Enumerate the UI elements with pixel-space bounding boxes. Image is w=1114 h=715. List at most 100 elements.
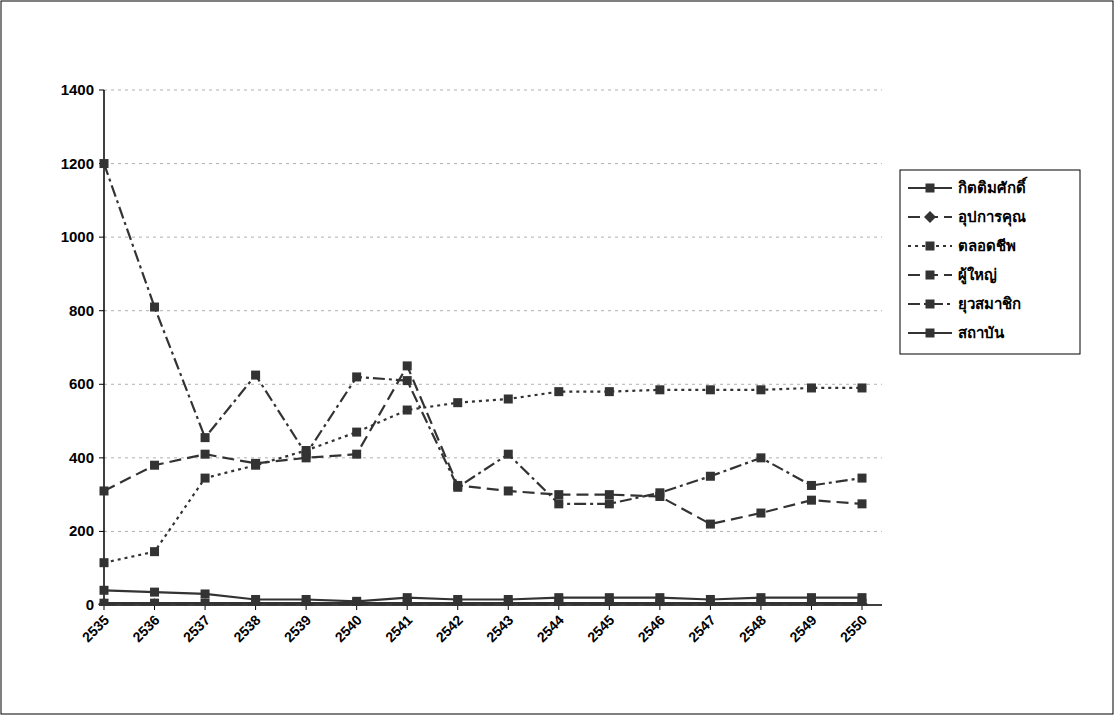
series-marker bbox=[807, 496, 816, 505]
y-tick-label: 200 bbox=[69, 522, 94, 539]
y-tick-label: 1200 bbox=[61, 155, 94, 172]
series-marker bbox=[201, 474, 210, 483]
series-marker bbox=[504, 486, 513, 495]
grid-line bbox=[104, 90, 882, 91]
series-marker bbox=[302, 450, 311, 459]
x-tick-label: 2545 bbox=[584, 612, 617, 645]
series-marker bbox=[706, 472, 715, 481]
series-marker bbox=[756, 599, 765, 606]
series-marker bbox=[453, 398, 462, 407]
series-marker bbox=[706, 599, 715, 606]
series-marker bbox=[150, 461, 159, 470]
series-marker bbox=[554, 599, 563, 606]
plot-area bbox=[98, 159, 868, 606]
series-marker bbox=[251, 599, 260, 606]
series-marker bbox=[553, 598, 565, 606]
series-marker bbox=[504, 599, 513, 606]
x-tick-label: 2535 bbox=[79, 612, 112, 645]
series-line bbox=[104, 602, 862, 604]
series-marker bbox=[605, 599, 614, 606]
x-tick-label: 2539 bbox=[281, 612, 314, 645]
series-marker bbox=[605, 490, 614, 499]
legend-box bbox=[900, 170, 1080, 354]
legend-label: กิตติมศักดิ์ bbox=[958, 176, 1028, 196]
legend: กิตติมศักดิ์อุปการคุณตลอดชีพผู้ใหญ่ยุวสม… bbox=[900, 170, 1080, 354]
series-marker bbox=[150, 303, 159, 312]
series-marker bbox=[251, 371, 260, 380]
series-marker bbox=[149, 598, 161, 606]
y-tick-label: 1400 bbox=[61, 81, 94, 98]
legend-marker bbox=[926, 242, 935, 251]
series-marker bbox=[654, 598, 666, 606]
legend-label: ยุวสมาชิก bbox=[958, 295, 1021, 314]
series-marker bbox=[201, 433, 210, 442]
legend-marker bbox=[926, 300, 935, 309]
series-marker bbox=[300, 598, 312, 606]
series-marker bbox=[858, 383, 867, 392]
series-line bbox=[104, 603, 862, 605]
series-marker bbox=[504, 450, 513, 459]
grid-line bbox=[104, 237, 882, 238]
series-marker bbox=[201, 599, 210, 606]
series-marker bbox=[100, 599, 109, 606]
x-tick-label: 2536 bbox=[129, 612, 162, 645]
legend-label: สถาบัน bbox=[958, 324, 1005, 341]
x-tick-label: 2546 bbox=[635, 612, 668, 645]
grid-line bbox=[104, 384, 882, 385]
series-marker bbox=[302, 599, 311, 606]
series-marker bbox=[201, 450, 210, 459]
series-marker bbox=[554, 387, 563, 396]
series-marker bbox=[352, 599, 361, 606]
series-marker bbox=[856, 598, 868, 606]
series-marker bbox=[502, 598, 514, 606]
series-marker bbox=[150, 599, 159, 606]
series-line bbox=[104, 388, 862, 563]
chart: 0200400600800100012001400253525362537253… bbox=[0, 0, 1114, 715]
grid-line bbox=[104, 531, 882, 532]
series-marker bbox=[199, 598, 211, 606]
series-marker bbox=[100, 159, 109, 168]
chart-frame bbox=[1, 1, 1113, 714]
series-marker bbox=[554, 490, 563, 499]
x-tick-label: 2538 bbox=[230, 612, 263, 645]
series-marker bbox=[352, 450, 361, 459]
series-marker bbox=[100, 558, 109, 567]
series-marker bbox=[100, 486, 109, 495]
series-marker bbox=[605, 499, 614, 508]
series-marker bbox=[352, 428, 361, 437]
x-tick-label: 2547 bbox=[685, 612, 718, 645]
y-tick-label: 0 bbox=[86, 596, 94, 613]
grid-line bbox=[104, 310, 882, 311]
series-marker bbox=[858, 499, 867, 508]
series-marker bbox=[100, 586, 109, 595]
series-marker bbox=[655, 488, 664, 497]
series-marker bbox=[706, 520, 715, 529]
x-tick-label: 2540 bbox=[331, 612, 364, 645]
series-marker bbox=[704, 598, 716, 606]
series-marker bbox=[756, 453, 765, 462]
series-marker bbox=[807, 383, 816, 392]
series-marker bbox=[251, 459, 260, 468]
series-marker bbox=[403, 361, 412, 370]
legend-label: ตลอดชีพ bbox=[958, 237, 1016, 254]
series-marker bbox=[403, 406, 412, 415]
x-tick-label: 2543 bbox=[483, 612, 516, 645]
series-marker bbox=[250, 598, 262, 606]
legend-marker bbox=[926, 329, 935, 338]
series-marker bbox=[401, 598, 413, 606]
series-marker bbox=[805, 598, 817, 606]
x-tick-label: 2542 bbox=[433, 612, 466, 645]
series-marker bbox=[351, 598, 363, 606]
x-tick-label: 2541 bbox=[382, 612, 415, 645]
series-line bbox=[104, 366, 862, 524]
series-marker bbox=[756, 385, 765, 394]
x-tick-label: 2549 bbox=[786, 612, 819, 645]
series-marker bbox=[352, 372, 361, 381]
series-marker bbox=[756, 509, 765, 518]
series-marker bbox=[453, 599, 462, 606]
series-marker bbox=[453, 483, 462, 492]
y-tick-label: 1000 bbox=[61, 228, 94, 245]
x-tick-label: 2537 bbox=[180, 612, 213, 645]
legend-label: ผู้ใหญ่ bbox=[958, 266, 997, 285]
y-tick-label: 400 bbox=[69, 449, 94, 466]
